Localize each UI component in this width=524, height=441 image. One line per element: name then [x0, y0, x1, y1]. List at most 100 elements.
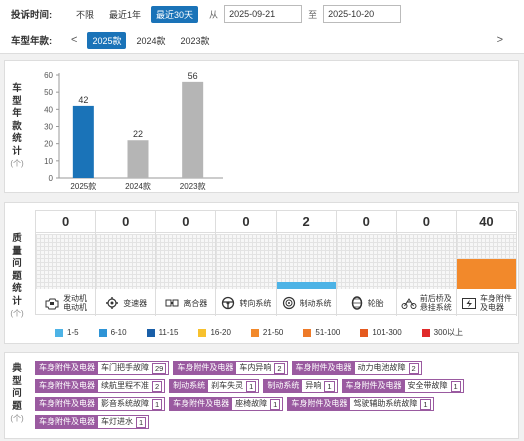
- label-char: 问: [12, 258, 22, 269]
- year-option-2025[interactable]: 2025款: [87, 31, 127, 49]
- tire-icon: [349, 296, 365, 310]
- quality-category: 变速器: [96, 291, 155, 315]
- issue-tag-list: 车身附件及电器 车门把手故障 29 车身附件及电器 车内异响 2 车身附件及电器 动力电池故障…: [35, 359, 515, 431]
- unit-label: (个): [10, 309, 24, 318]
- issue-tag[interactable]: 车身附件及电器 车内异响 2: [173, 361, 288, 375]
- bar-2024款: [127, 140, 149, 178]
- legend-item: 11-15: [146, 327, 178, 338]
- quality-column[interactable]: 40 车身附件 及电器: [456, 211, 517, 316]
- quality-column[interactable]: 0 转向系统: [216, 211, 277, 316]
- legend-item: 1-5: [55, 327, 79, 338]
- y-tick-label: 60: [44, 71, 53, 80]
- label-char: 质: [12, 233, 22, 244]
- issue-row: 车身附件及电器 车灯进水 1: [35, 413, 515, 431]
- quality-bar-track: [396, 234, 456, 289]
- quality-column[interactable]: 0 变速器: [96, 211, 157, 316]
- legend-item: 300以上: [421, 327, 463, 338]
- legend: 1-5 6-10 11-15 16-20 21-50 51-100 101-300 300以上: [55, 327, 483, 338]
- quality-column[interactable]: 0 发动机 电动机: [36, 211, 97, 316]
- label-char: 款: [12, 120, 22, 132]
- typical-issues-panel: 典 型 问 题 (个) 车身附件及电器 车门把手故障 29 车身附件及电器 车内异响 2 车…: [4, 352, 519, 439]
- chevron-left-icon[interactable]: <: [71, 34, 78, 46]
- label-char: 题: [12, 270, 22, 282]
- label-char: 计: [12, 295, 22, 307]
- issue-count: 1: [152, 398, 163, 410]
- legend-item: 6-10: [98, 327, 127, 338]
- chevron-right-icon[interactable]: >: [496, 34, 503, 46]
- time-option-last-30-days[interactable]: 最近30天: [151, 5, 199, 23]
- legend-label: 16-20: [210, 328, 231, 337]
- legend-swatch: [198, 328, 207, 337]
- year-option-2023[interactable]: 2023款: [180, 35, 210, 46]
- issue-row: 车身附件及电器 续航里程不准 2 制动系统 刹车失灵 1 制动系统 异响 1 车身附件及电器 安全带…: [35, 377, 515, 395]
- y-tick-label: 50: [44, 88, 53, 97]
- quality-bar-fill: [276, 282, 336, 289]
- year-option-2024[interactable]: 2024款: [136, 35, 166, 46]
- quality-count: 0: [336, 211, 396, 233]
- quality-count: 40: [456, 211, 516, 233]
- quality-category: 离合器: [156, 291, 215, 315]
- quality-column[interactable]: 0 离合器: [156, 211, 217, 316]
- label-char: 年: [12, 108, 22, 119]
- quality-count: 2: [276, 211, 336, 233]
- body-electrical-icon: [461, 296, 477, 310]
- date-to-input[interactable]: [323, 5, 402, 23]
- y-tick-label: 0: [49, 174, 54, 183]
- issue-tag[interactable]: 车身附件及电器 安全带故障 1: [341, 379, 464, 393]
- issue-tag[interactable]: 车身附件及电器 座椅故障 1: [169, 397, 284, 411]
- label-char: 题: [12, 400, 22, 412]
- quality-bar-track: [456, 234, 516, 289]
- suspension-icon: [401, 296, 417, 310]
- issue-tag[interactable]: 车身附件及电器 驾驶辅助系统故障 1: [287, 397, 434, 411]
- issue-tag[interactable]: 车身附件及电器 车门把手故障 29: [35, 361, 170, 375]
- quality-category-label: 车身附件 及电器: [479, 294, 512, 312]
- legend-swatch: [146, 328, 155, 337]
- quality-count: 0: [96, 211, 156, 233]
- issue-name: 安全带故障: [407, 381, 448, 390]
- y-tick-label: 20: [44, 140, 53, 149]
- filter-panel: 投诉时间: 不限 最近1年 最近30天 从 至 车型年款: < 2025款 20…: [0, 0, 524, 54]
- issue-tag[interactable]: 车身附件及电器 影音系统故障 1: [35, 397, 166, 411]
- issue-name: 刹车失灵: [211, 381, 244, 390]
- quality-column[interactable]: 0 前后桥及 悬挂系统: [396, 211, 457, 316]
- quality-grid: 0 发动机 电动机 0 变速器 0 离合器 0 转向系统 2 制动系统 0 轮胎 0 前后桥及 悬挂系统 40 车…: [35, 210, 517, 316]
- quality-category-label: 前后桥及 悬挂系统: [419, 294, 452, 312]
- legend-label: 1-5: [67, 328, 79, 337]
- time-option-last-year[interactable]: 最近1年: [109, 9, 142, 20]
- issue-count: 1: [270, 398, 281, 410]
- time-option-unlimited[interactable]: 不限: [76, 9, 95, 20]
- issue-tag[interactable]: 车身附件及电器 续航里程不准 2: [35, 379, 166, 393]
- quality-category: 发动机 电动机: [36, 291, 95, 315]
- issue-category: 车身附件及电器: [36, 362, 98, 374]
- quality-category-label: 变速器: [123, 298, 148, 308]
- issue-tag[interactable]: 制动系统 刹车失灵 1: [169, 379, 260, 393]
- issue-tag[interactable]: 制动系统 异响 1: [263, 379, 338, 393]
- legend-swatch: [360, 328, 369, 337]
- legend-label: 101-300: [372, 328, 402, 337]
- legend-item: 21-50: [250, 327, 283, 338]
- issue-tag[interactable]: 车身附件及电器 车灯进水 1: [35, 415, 150, 429]
- x-tick-label: 2025款: [70, 181, 96, 191]
- issue-category: 车身附件及电器: [170, 398, 233, 410]
- issue-count: 1: [246, 380, 257, 392]
- date-from-input[interactable]: [224, 5, 303, 23]
- label-char: 典: [12, 363, 22, 374]
- issue-tag[interactable]: 车身附件及电器 动力电池故障 2: [291, 361, 422, 375]
- unit-label: (个): [10, 414, 24, 423]
- quality-column[interactable]: 2 制动系统: [276, 211, 337, 316]
- typical-issues-label: 典 型 问 题 (个): [10, 363, 24, 426]
- issue-name: 车门把手故障: [101, 363, 149, 372]
- data-label: 22: [133, 129, 143, 139]
- label-char: 型: [12, 375, 22, 387]
- label-char: 量: [12, 245, 22, 257]
- quality-column[interactable]: 0 轮胎: [336, 211, 397, 316]
- issue-row: 车身附件及电器 车门把手故障 29 车身附件及电器 车内异响 2 车身附件及电器 动力电池故障…: [35, 359, 515, 377]
- issue-category: 车身附件及电器: [174, 362, 237, 374]
- legend-item: 16-20: [198, 327, 231, 338]
- quality-bar-track: [216, 234, 276, 289]
- from-label: 从: [209, 9, 219, 20]
- quality-stats-panel: 质 量 问 题 统 计 (个) 0 发动机 电动机 0 变速器 0 离合器 0 转向系统 2 制动系…: [4, 202, 519, 344]
- y-tick-label: 10: [44, 157, 53, 166]
- quality-bar-track: [276, 234, 336, 289]
- issue-name: 动力电池故障: [357, 363, 406, 372]
